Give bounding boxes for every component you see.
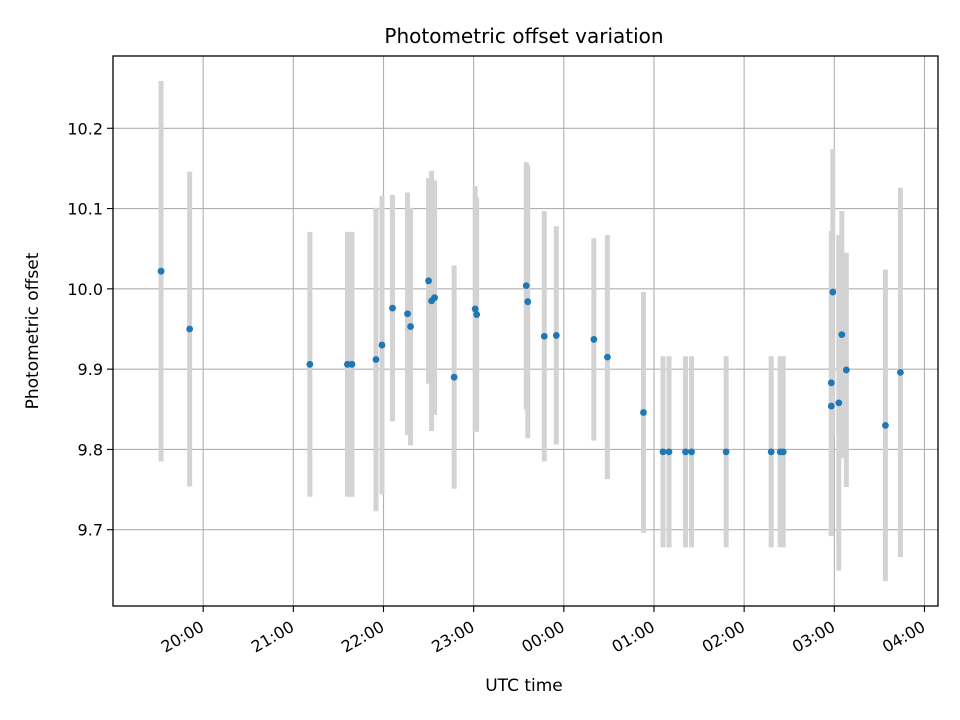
data-point [348, 360, 356, 368]
plot-area-frame [112, 55, 939, 607]
data-point [842, 366, 850, 374]
y-tick-label: 10.1 [67, 200, 103, 219]
data-point [838, 331, 846, 339]
data-point [524, 298, 532, 306]
data-point [540, 332, 548, 340]
data-point [407, 323, 414, 330]
data-point [425, 277, 432, 285]
data-point [473, 311, 481, 318]
data-point [431, 294, 438, 302]
data-point [450, 373, 458, 381]
data-point [603, 353, 611, 361]
data-point [779, 448, 787, 456]
y-tick-label: 9.8 [78, 440, 103, 459]
data-point [306, 360, 314, 368]
y-tick-label: 9.9 [78, 360, 103, 379]
data-point [688, 448, 695, 456]
data-point [389, 304, 396, 312]
data-point [378, 341, 386, 349]
chart-title: Photometric offset variation [384, 24, 663, 48]
y-tick-label: 9.7 [78, 521, 103, 540]
y-tick-label: 10.2 [67, 119, 103, 138]
data-point [522, 282, 530, 290]
data-point [186, 325, 194, 333]
data-point [372, 356, 380, 363]
y-axis-label: Photometric offset [23, 252, 43, 409]
data-point [665, 448, 673, 456]
data-point [722, 448, 730, 456]
data-point [827, 402, 835, 410]
data-point [835, 399, 843, 407]
y-axis-ticks: 9.7 9.8 9.9 10.0 10.1 10.2 [67, 119, 113, 540]
data-point [682, 448, 689, 456]
data-point [767, 448, 775, 456]
data-point [659, 448, 667, 456]
data-points [157, 267, 904, 456]
data-point [897, 368, 904, 376]
y-tick-label: 10.0 [67, 280, 103, 299]
data-point [590, 336, 598, 343]
data-point [640, 409, 647, 416]
data-point [404, 310, 411, 318]
data-point [157, 267, 165, 275]
data-point [552, 332, 560, 339]
data-point [829, 288, 837, 296]
data-point [882, 421, 889, 429]
data-point [471, 305, 479, 313]
data-point [827, 379, 835, 387]
x-axis-label: UTC time [485, 676, 563, 696]
